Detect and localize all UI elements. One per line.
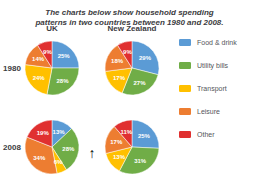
svg-text:27%: 27% xyxy=(133,80,146,86)
svg-text:Food & drink: Food & drink xyxy=(197,39,237,46)
svg-text:28%: 28% xyxy=(62,146,75,152)
svg-text:patterns in two countries betw: patterns in two countries between 1980 a… xyxy=(35,17,224,27)
svg-text:17%: 17% xyxy=(113,75,126,81)
svg-text:34%: 34% xyxy=(33,155,46,161)
svg-text:18%: 18% xyxy=(111,58,124,64)
svg-text:17%: 17% xyxy=(110,139,123,145)
svg-text:Transport: Transport xyxy=(197,85,227,93)
svg-text:↑: ↑ xyxy=(89,145,96,161)
svg-text:13%: 13% xyxy=(53,129,66,135)
svg-text:25%: 25% xyxy=(138,133,151,139)
svg-text:UK: UK xyxy=(46,24,58,33)
svg-text:1980: 1980 xyxy=(3,64,21,73)
svg-text:New Zealand: New Zealand xyxy=(108,24,157,33)
svg-text:24%: 24% xyxy=(33,75,46,81)
svg-text:28%: 28% xyxy=(57,78,70,84)
svg-text:25%: 25% xyxy=(58,53,71,59)
svg-text:11%: 11% xyxy=(120,129,132,135)
svg-text:Utility bills: Utility bills xyxy=(197,62,229,70)
svg-text:6%: 6% xyxy=(54,159,63,165)
svg-text:2008: 2008 xyxy=(3,143,21,152)
svg-text:9%: 9% xyxy=(43,49,52,55)
svg-text:Leisure: Leisure xyxy=(197,108,220,115)
svg-text:The charts below show househol: The charts below show household spending xyxy=(45,8,214,17)
svg-text:14%: 14% xyxy=(32,56,45,62)
svg-text:19%: 19% xyxy=(37,130,50,136)
svg-text:13%: 13% xyxy=(113,154,126,160)
svg-text:9%: 9% xyxy=(123,49,132,55)
svg-text:Other: Other xyxy=(197,131,215,138)
svg-text:31%: 31% xyxy=(134,158,147,164)
svg-text:29%: 29% xyxy=(139,55,152,61)
